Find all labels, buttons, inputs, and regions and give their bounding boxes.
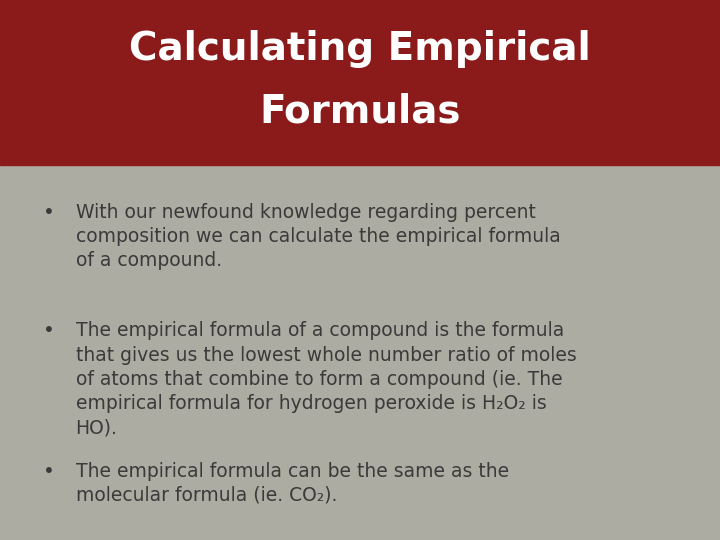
Text: •: • <box>43 202 55 221</box>
Text: The empirical formula can be the same as the
molecular formula (ie. CO₂).: The empirical formula can be the same as… <box>76 462 509 505</box>
Text: Calculating Empirical: Calculating Empirical <box>129 30 591 69</box>
Text: •: • <box>43 462 55 481</box>
Bar <box>0 165 720 540</box>
Text: Formulas: Formulas <box>259 93 461 131</box>
Text: The empirical formula of a compound is the formula
that gives us the lowest whol: The empirical formula of a compound is t… <box>76 321 576 437</box>
Bar <box>0 0 720 165</box>
Text: With our newfound knowledge regarding percent
composition we can calculate the e: With our newfound knowledge regarding pe… <box>76 202 560 270</box>
Text: •: • <box>43 321 55 340</box>
